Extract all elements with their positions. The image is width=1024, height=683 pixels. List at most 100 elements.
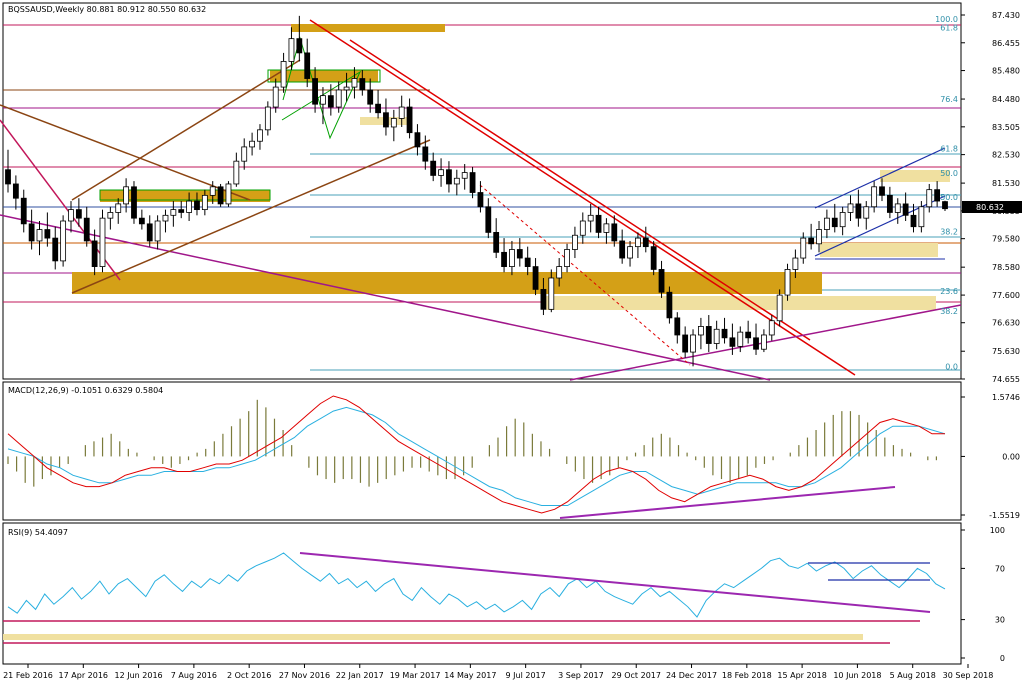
candle-body — [886, 194, 893, 213]
candle-body — [178, 209, 185, 213]
candle-body — [666, 291, 673, 319]
candle-body — [831, 217, 838, 228]
rsi-tick-label: 100 — [990, 526, 1005, 535]
candle-body — [721, 328, 728, 339]
rsi-tick-label: 70 — [995, 564, 1005, 573]
x-tick-label: 2 Oct 2016 — [227, 671, 271, 680]
candle-body — [430, 160, 437, 176]
x-tick-label: 19 Mar 2017 — [390, 671, 441, 680]
rsi-trend-line — [299, 552, 931, 613]
candle-body — [705, 326, 712, 344]
price-tick-label: 84.480 — [992, 95, 1020, 104]
candle-body — [650, 246, 657, 270]
candle-body — [201, 194, 208, 211]
macd-signal-line — [7, 406, 946, 506]
candle-body — [115, 203, 122, 213]
price-tick-label: 78.580 — [992, 263, 1020, 272]
candle-body — [131, 186, 137, 219]
price-tick-label: 86.455 — [992, 39, 1020, 48]
price-tick-label: 81.530 — [992, 179, 1020, 188]
candle-body — [453, 177, 460, 185]
x-tick-label: 30 Sep 2018 — [943, 671, 994, 680]
candle-body — [99, 217, 106, 267]
x-tick-label: 17 Apr 2016 — [59, 671, 108, 680]
candle-body — [493, 232, 500, 253]
light-zone — [820, 243, 938, 257]
macd-tick-label: -1.5519 — [989, 511, 1020, 520]
price-tick-label: 82.530 — [992, 151, 1020, 160]
candle-body — [162, 214, 169, 222]
trend-line — [0, 104, 251, 201]
candle-body — [595, 214, 602, 233]
candle-body — [170, 209, 177, 216]
candle-body — [540, 288, 547, 310]
candle-body — [753, 337, 759, 350]
candle-body — [784, 269, 791, 296]
dashed-line — [479, 184, 691, 366]
candle-body — [288, 38, 295, 62]
candle-body — [556, 266, 563, 279]
candle-body — [745, 331, 752, 339]
candle-body — [296, 38, 303, 54]
candle-body — [548, 277, 555, 310]
x-tick-label: 21 Feb 2016 — [3, 671, 53, 680]
candle-body — [233, 160, 240, 185]
candle-body — [619, 240, 626, 259]
candle-body — [879, 186, 885, 196]
rsi-tick-label: 30 — [995, 616, 1005, 625]
rsi-axis: 100 70 30 0 — [961, 526, 1005, 663]
candle-body — [635, 237, 641, 248]
macd-title: MACD(12,26,9) -0.1051 0.6329 0.5804 — [8, 386, 163, 395]
candle-body — [249, 140, 255, 148]
candle-body — [414, 132, 421, 148]
candle-body — [461, 172, 468, 179]
candle-body — [390, 118, 397, 128]
candle-body — [383, 112, 389, 128]
candle-body — [501, 251, 507, 267]
candle-body — [532, 266, 539, 290]
price-tick-label: 79.580 — [992, 235, 1020, 244]
candle-body — [863, 206, 870, 219]
candle-body — [225, 183, 232, 205]
x-tick-label: 5 Aug 2018 — [890, 671, 936, 680]
x-tick-label: 22 Jan 2017 — [336, 671, 384, 680]
fib-label: 61.8 — [940, 24, 958, 33]
fib-label: 38.2 — [940, 227, 958, 236]
candle-body — [20, 197, 27, 225]
macd-tick-label: 1.5746 — [992, 393, 1020, 402]
macd-tick-label: 0.00 — [1002, 452, 1020, 461]
x-tick-label: 29 Oct 2017 — [612, 671, 661, 680]
candle-body — [217, 186, 224, 205]
green-box — [99, 189, 271, 201]
candle-body — [816, 229, 822, 245]
candle-body — [186, 200, 193, 213]
candle-body — [926, 189, 933, 208]
candle-body — [690, 334, 696, 353]
x-tick-label: 14 May 2017 — [444, 671, 496, 680]
candle-body — [5, 169, 11, 185]
candle-body — [241, 146, 248, 162]
candle-body — [871, 186, 878, 208]
candle-body — [320, 95, 326, 105]
candle-body — [516, 249, 523, 259]
x-tick-label: 7 Aug 2016 — [171, 671, 217, 680]
candle-body — [446, 169, 452, 185]
candle-body — [36, 229, 43, 242]
fib-label: 50.0 — [940, 169, 958, 178]
candle-body — [713, 328, 720, 344]
candle-body — [823, 217, 830, 230]
fib-label: 23.6 — [940, 287, 958, 296]
current-price-box — [962, 201, 1022, 213]
candle-body — [359, 78, 366, 91]
candle-body — [75, 209, 82, 219]
candle-body — [194, 200, 200, 211]
x-tick-label: 10 Jun 2018 — [833, 671, 881, 680]
fib-label: 76.4 — [940, 95, 958, 104]
candle-body — [839, 212, 846, 228]
fib-label: 0.0 — [945, 363, 958, 372]
candle-body — [422, 146, 429, 162]
candle-body — [603, 223, 610, 233]
candle-body — [894, 203, 901, 213]
fib-label: 38.2 — [940, 307, 958, 316]
